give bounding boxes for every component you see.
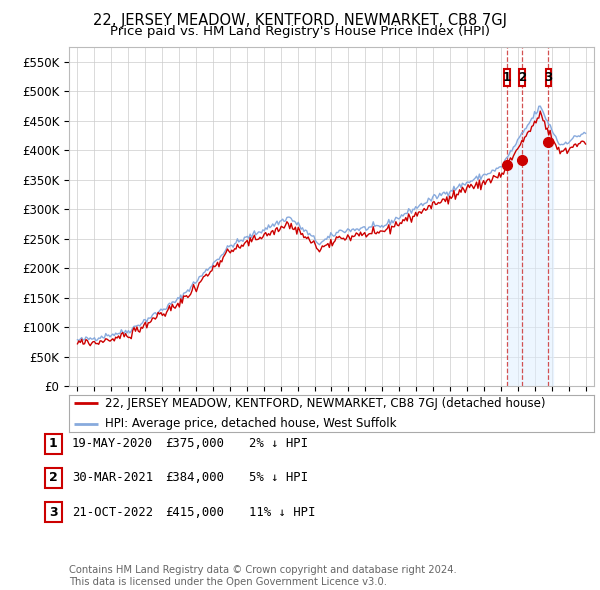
Text: 1: 1 — [49, 437, 58, 450]
Text: 11% ↓ HPI: 11% ↓ HPI — [249, 506, 316, 519]
Text: 21-OCT-2022: 21-OCT-2022 — [72, 506, 153, 519]
Text: 2: 2 — [518, 71, 526, 84]
Bar — [519, 69, 524, 86]
Text: £375,000: £375,000 — [165, 437, 224, 450]
Text: 19-MAY-2020: 19-MAY-2020 — [72, 437, 153, 450]
Bar — [505, 69, 510, 86]
Text: 3: 3 — [544, 71, 553, 84]
Text: 2: 2 — [49, 471, 58, 484]
Text: HPI: Average price, detached house, West Suffolk: HPI: Average price, detached house, West… — [105, 417, 396, 430]
Text: Price paid vs. HM Land Registry's House Price Index (HPI): Price paid vs. HM Land Registry's House … — [110, 25, 490, 38]
Text: 5% ↓ HPI: 5% ↓ HPI — [249, 471, 308, 484]
Text: 2% ↓ HPI: 2% ↓ HPI — [249, 437, 308, 450]
Text: 3: 3 — [49, 506, 58, 519]
Text: 22, JERSEY MEADOW, KENTFORD, NEWMARKET, CB8 7GJ (detached house): 22, JERSEY MEADOW, KENTFORD, NEWMARKET, … — [105, 397, 545, 410]
Text: £384,000: £384,000 — [165, 471, 224, 484]
Text: 22, JERSEY MEADOW, KENTFORD, NEWMARKET, CB8 7GJ: 22, JERSEY MEADOW, KENTFORD, NEWMARKET, … — [93, 13, 507, 28]
Bar — [545, 69, 551, 86]
Text: 30-MAR-2021: 30-MAR-2021 — [72, 471, 153, 484]
Text: Contains HM Land Registry data © Crown copyright and database right 2024.
This d: Contains HM Land Registry data © Crown c… — [69, 565, 457, 587]
Text: 1: 1 — [503, 71, 511, 84]
Text: £415,000: £415,000 — [165, 506, 224, 519]
